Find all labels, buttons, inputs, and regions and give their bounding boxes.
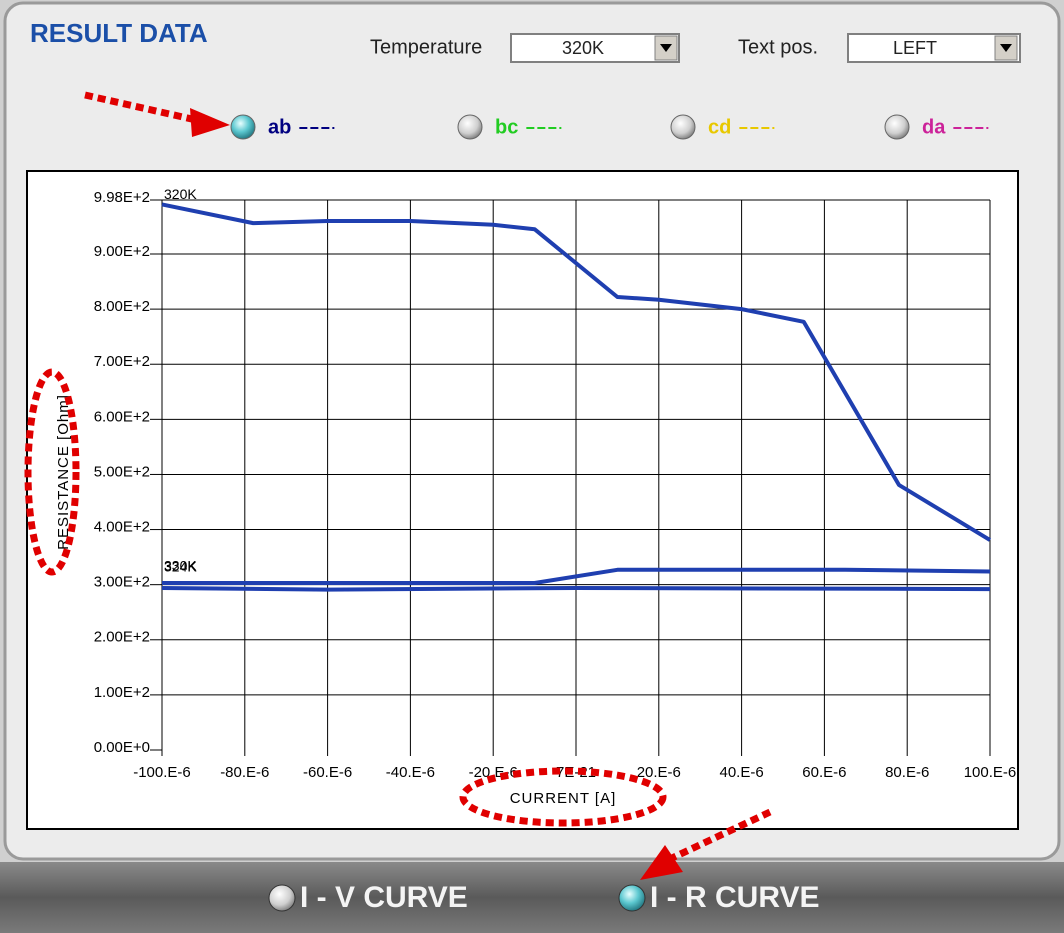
y-tick-label: 4.00E+2 xyxy=(94,519,150,536)
y-tick-label: 9.98E+2 xyxy=(94,189,150,206)
x-tick-label: 7E-21 xyxy=(556,764,596,781)
temperature-dropdown[interactable]: 320K xyxy=(510,33,680,63)
series-line xyxy=(161,585,991,592)
series-label: 320K xyxy=(164,186,197,202)
dropdown-value[interactable]: 320K xyxy=(562,38,604,58)
y-axis-label: RESISTANCE [Ohm] xyxy=(55,394,72,550)
x-tick-label: -100.E-6 xyxy=(133,764,191,781)
ellipse xyxy=(459,767,667,827)
annotations xyxy=(24,91,772,880)
dropdown-arrow xyxy=(1000,44,1012,52)
y-tick-label: 3.00E+2 xyxy=(94,574,150,591)
chart-panel xyxy=(26,170,1019,830)
y-tick-label: 8.00E+2 xyxy=(94,298,150,315)
series-line xyxy=(162,567,991,586)
x-tick-label: -60.E-6 xyxy=(303,764,352,781)
y-tick-label: 9.00E+2 xyxy=(94,243,150,260)
y-tick-label: 1.00E+2 xyxy=(94,684,150,701)
curve-label[interactable]: I - V CURVE xyxy=(300,881,468,914)
text-pos-dropdown[interactable]: LEFT xyxy=(847,33,1021,63)
x-axis-label: CURRENT [A] xyxy=(510,790,617,807)
x-tick-label: 20.E-6 xyxy=(637,764,681,781)
channel-radio[interactable] xyxy=(884,114,910,140)
y-tick-label: 0.00E+0 xyxy=(94,739,150,756)
y-tick-label: 5.00E+2 xyxy=(94,463,150,480)
channel-label[interactable]: da xyxy=(922,116,946,138)
x-tick-label: -80.E-6 xyxy=(220,764,269,781)
dropdown-box[interactable] xyxy=(847,33,1021,63)
curve-radio[interactable] xyxy=(268,884,296,912)
curve-label[interactable]: I - R CURVE xyxy=(650,881,819,914)
temperature-label: Temperature xyxy=(370,36,482,58)
ellipse xyxy=(24,368,80,576)
text-pos-label: Text pos. xyxy=(738,36,818,58)
series-label: 324K xyxy=(164,559,197,575)
arrow xyxy=(670,808,772,862)
title: RESULT DATA xyxy=(30,18,208,48)
series-label: 330K xyxy=(164,558,197,574)
x-tick-label: 60.E-6 xyxy=(802,764,846,781)
arrowhead xyxy=(190,108,230,137)
x-tick-label: 100.E-6 xyxy=(964,764,1017,781)
x-tick-label: 40.E-6 xyxy=(719,764,763,781)
x-tick-label: -40.E-6 xyxy=(386,764,435,781)
channel-radio[interactable] xyxy=(457,114,483,140)
dropdown-arrow xyxy=(660,44,672,52)
arrowhead xyxy=(640,845,683,880)
bottom-bar xyxy=(0,862,1064,933)
y-tick-label: 7.00E+2 xyxy=(94,353,150,370)
channel-label[interactable]: cd xyxy=(708,116,731,138)
y-tick-label: 6.00E+2 xyxy=(94,408,150,425)
channel-label[interactable]: ab xyxy=(268,116,291,138)
channel-radio[interactable] xyxy=(230,114,256,140)
dropdown-box[interactable] xyxy=(510,33,680,63)
series-line xyxy=(161,202,992,542)
dropdown-value[interactable]: LEFT xyxy=(893,38,937,58)
y-tick-label: 2.00E+2 xyxy=(94,629,150,646)
arrow xyxy=(84,91,206,126)
x-tick-label: 80.E-6 xyxy=(885,764,929,781)
channel-label[interactable]: bc xyxy=(495,116,518,138)
channel-radio[interactable] xyxy=(670,114,696,140)
curve-radio[interactable] xyxy=(618,884,646,912)
